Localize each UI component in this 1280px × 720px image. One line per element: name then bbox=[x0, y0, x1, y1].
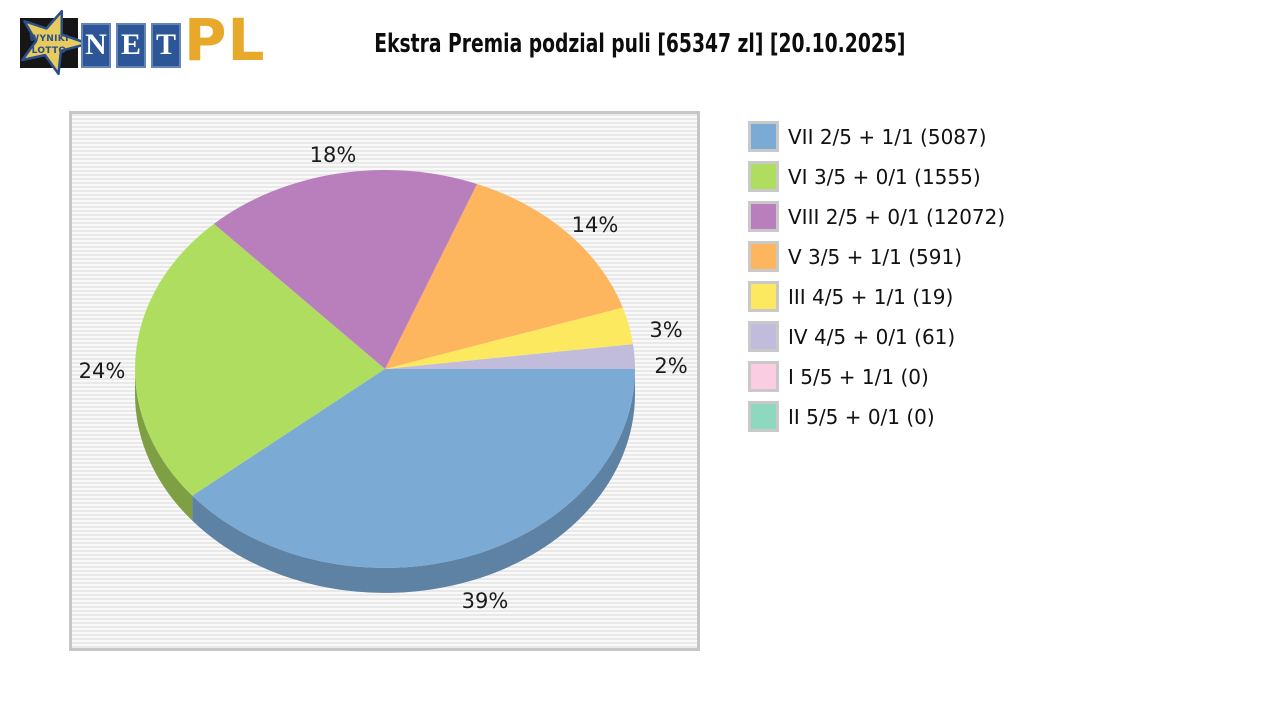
pie-label: 2% bbox=[654, 354, 687, 378]
legend-row: V 3/5 + 1/1 (591) bbox=[748, 240, 1005, 273]
lotto-star-icon: WYNIKI LOTTO bbox=[21, 9, 90, 76]
pie-label: 3% bbox=[649, 318, 682, 342]
legend-label: VII 2/5 + 1/1 (5087) bbox=[788, 124, 987, 149]
pie-slice bbox=[385, 307, 633, 369]
pie-label: 24% bbox=[79, 359, 126, 383]
legend: VII 2/5 + 1/1 (5087) VI 3/5 + 0/1 (1555) V… bbox=[748, 120, 1005, 440]
logo-star-line1: WYNIKI bbox=[29, 34, 68, 44]
legend-label: VI 3/5 + 0/1 (1555) bbox=[788, 164, 981, 189]
legend-swatch bbox=[748, 281, 779, 312]
legend-label: III 4/5 + 1/1 (19) bbox=[788, 284, 954, 309]
logo-net-letter: E bbox=[116, 23, 146, 68]
legend-swatch bbox=[748, 401, 779, 432]
legend-row: IV 4/5 + 0/1 (61) bbox=[748, 320, 1005, 353]
logo-star-line2: LOTTO bbox=[32, 46, 67, 56]
legend-label: IV 4/5 + 0/1 (61) bbox=[788, 324, 956, 349]
chart-title: Ekstra Premia podzial puli [65347 zl] [2… bbox=[0, 29, 1280, 59]
legend-swatch bbox=[748, 161, 779, 192]
legend-row: II 5/5 + 0/1 (0) bbox=[748, 400, 1005, 433]
legend-swatch bbox=[748, 201, 779, 232]
pie-chart: 2% 3% 14% 18% 24% 39% bbox=[79, 143, 688, 613]
chart-title-text: Ekstra Premia podzial puli [65347 zl] [2… bbox=[374, 29, 906, 59]
pie-slice bbox=[135, 223, 385, 496]
pie-slice-side bbox=[135, 369, 193, 521]
logo-net-letter: N bbox=[81, 23, 111, 68]
legend-row: III 4/5 + 1/1 (19) bbox=[748, 280, 1005, 313]
pie-label: 18% bbox=[310, 143, 357, 167]
legend-row: VIII 2/5 + 0/1 (12072) bbox=[748, 200, 1005, 233]
pie-label: 14% bbox=[572, 213, 619, 237]
legend-row: VI 3/5 + 0/1 (1555) bbox=[748, 160, 1005, 193]
legend-row: VII 2/5 + 1/1 (5087) bbox=[748, 120, 1005, 153]
legend-swatch bbox=[748, 321, 779, 352]
logo-pl-text: PL bbox=[184, 6, 266, 74]
pie-slice bbox=[213, 170, 477, 369]
legend-row: I 5/5 + 1/1 (0) bbox=[748, 360, 1005, 393]
legend-label: VIII 2/5 + 0/1 (12072) bbox=[788, 204, 1006, 229]
pie-slice bbox=[385, 184, 623, 369]
legend-swatch bbox=[748, 361, 779, 392]
pie-slice bbox=[385, 344, 635, 369]
plot-panel: 2% 3% 14% 18% 24% 39% bbox=[69, 111, 700, 651]
legend-label: V 3/5 + 1/1 (591) bbox=[788, 244, 963, 269]
pie-slice bbox=[192, 369, 635, 568]
legend-label: II 5/5 + 0/1 (0) bbox=[788, 404, 935, 429]
legend-swatch bbox=[748, 241, 779, 272]
pie-label: 39% bbox=[462, 589, 509, 613]
logo: WYNIKI LOTTO N E T PL bbox=[0, 0, 280, 90]
logo-net-letter: T bbox=[151, 23, 181, 68]
legend-swatch bbox=[748, 121, 779, 152]
legend-label: I 5/5 + 1/1 (0) bbox=[788, 364, 929, 389]
pie-slice-side bbox=[192, 369, 635, 593]
